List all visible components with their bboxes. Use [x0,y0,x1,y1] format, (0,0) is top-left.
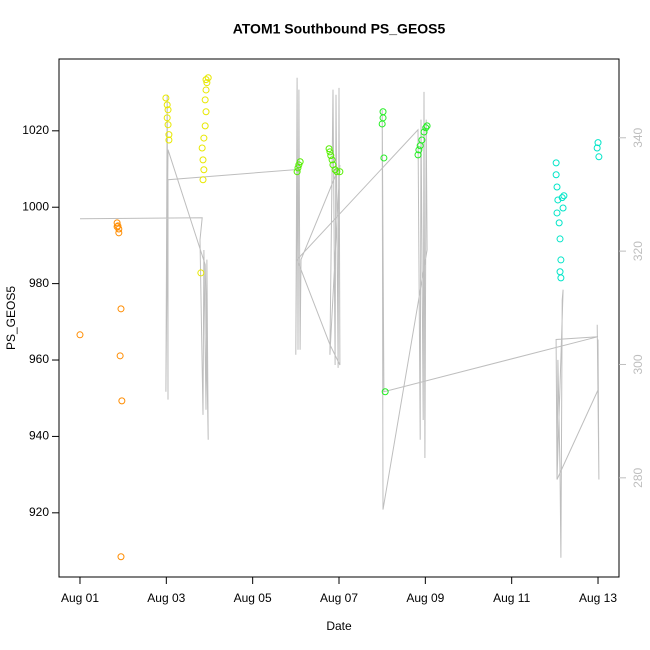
point [296,158,304,166]
point [202,76,210,84]
point [327,152,335,160]
point [594,139,602,147]
chart-title: ATOM1 Southbound PS_GEOS5 [233,21,446,37]
point [76,331,84,339]
point [113,223,121,231]
point [198,144,206,152]
point [294,164,302,172]
point [117,305,125,313]
x-tick-label: Aug 07 [320,591,358,605]
point [378,120,386,128]
point [333,168,341,176]
y-tick-label: 1000 [22,199,49,213]
point [418,136,426,144]
point [293,168,301,176]
point [113,219,121,227]
point [553,183,561,191]
y2-tick-label: 300 [631,354,645,374]
point [379,114,387,122]
point [552,159,560,167]
point [162,94,170,102]
point [325,145,333,153]
x-tick-label: Aug 13 [579,591,617,605]
point [555,219,563,227]
x-tick-label: Aug 03 [147,591,185,605]
point [557,256,565,264]
point [164,106,172,114]
point [202,86,210,94]
x-tick-label: Aug 11 [493,591,530,605]
point [116,352,124,360]
point [199,156,207,164]
point [559,204,567,212]
point [163,101,171,109]
point [423,122,431,130]
point [200,134,208,142]
point [163,114,171,122]
point [556,235,564,243]
y-tick-label: 1020 [22,123,49,137]
x-tick-label: Aug 09 [406,591,444,605]
y2-tick-label: 280 [631,467,645,487]
y-tick-label: 980 [29,276,49,290]
point [165,136,173,144]
point [379,108,387,116]
x-tick-label: Aug 01 [61,591,99,605]
point [420,128,428,136]
point [202,108,210,116]
point [553,209,561,217]
point [118,397,126,405]
point [204,74,212,82]
point [422,124,430,132]
point [115,229,123,237]
x-tick-label: Aug 05 [234,591,272,605]
x-axis-label: Date [326,619,352,633]
point [114,222,122,230]
point [117,553,125,561]
point [199,176,207,184]
point [380,154,388,162]
y-tick-label: 960 [29,352,49,366]
point [201,96,209,104]
point [593,144,601,152]
y-axis-label: PS_GEOS5 [4,286,18,350]
point [331,166,339,174]
point [552,171,560,179]
point [164,121,172,129]
point [415,146,423,154]
point [557,274,565,282]
point [197,269,205,277]
point [381,388,389,396]
point [336,168,344,176]
point [560,192,568,200]
point [556,268,564,276]
point [595,153,603,161]
point [558,194,566,202]
y-tick-label: 940 [29,429,49,443]
point [200,166,208,174]
point [201,122,209,130]
point [165,131,173,139]
point [414,151,422,159]
point [326,148,334,156]
y-tick-label: 920 [29,505,49,519]
line-series [79,77,600,558]
y2-tick-label: 340 [631,127,645,147]
point [203,79,211,87]
point [328,156,336,164]
y2-tick-label: 320 [631,241,645,261]
